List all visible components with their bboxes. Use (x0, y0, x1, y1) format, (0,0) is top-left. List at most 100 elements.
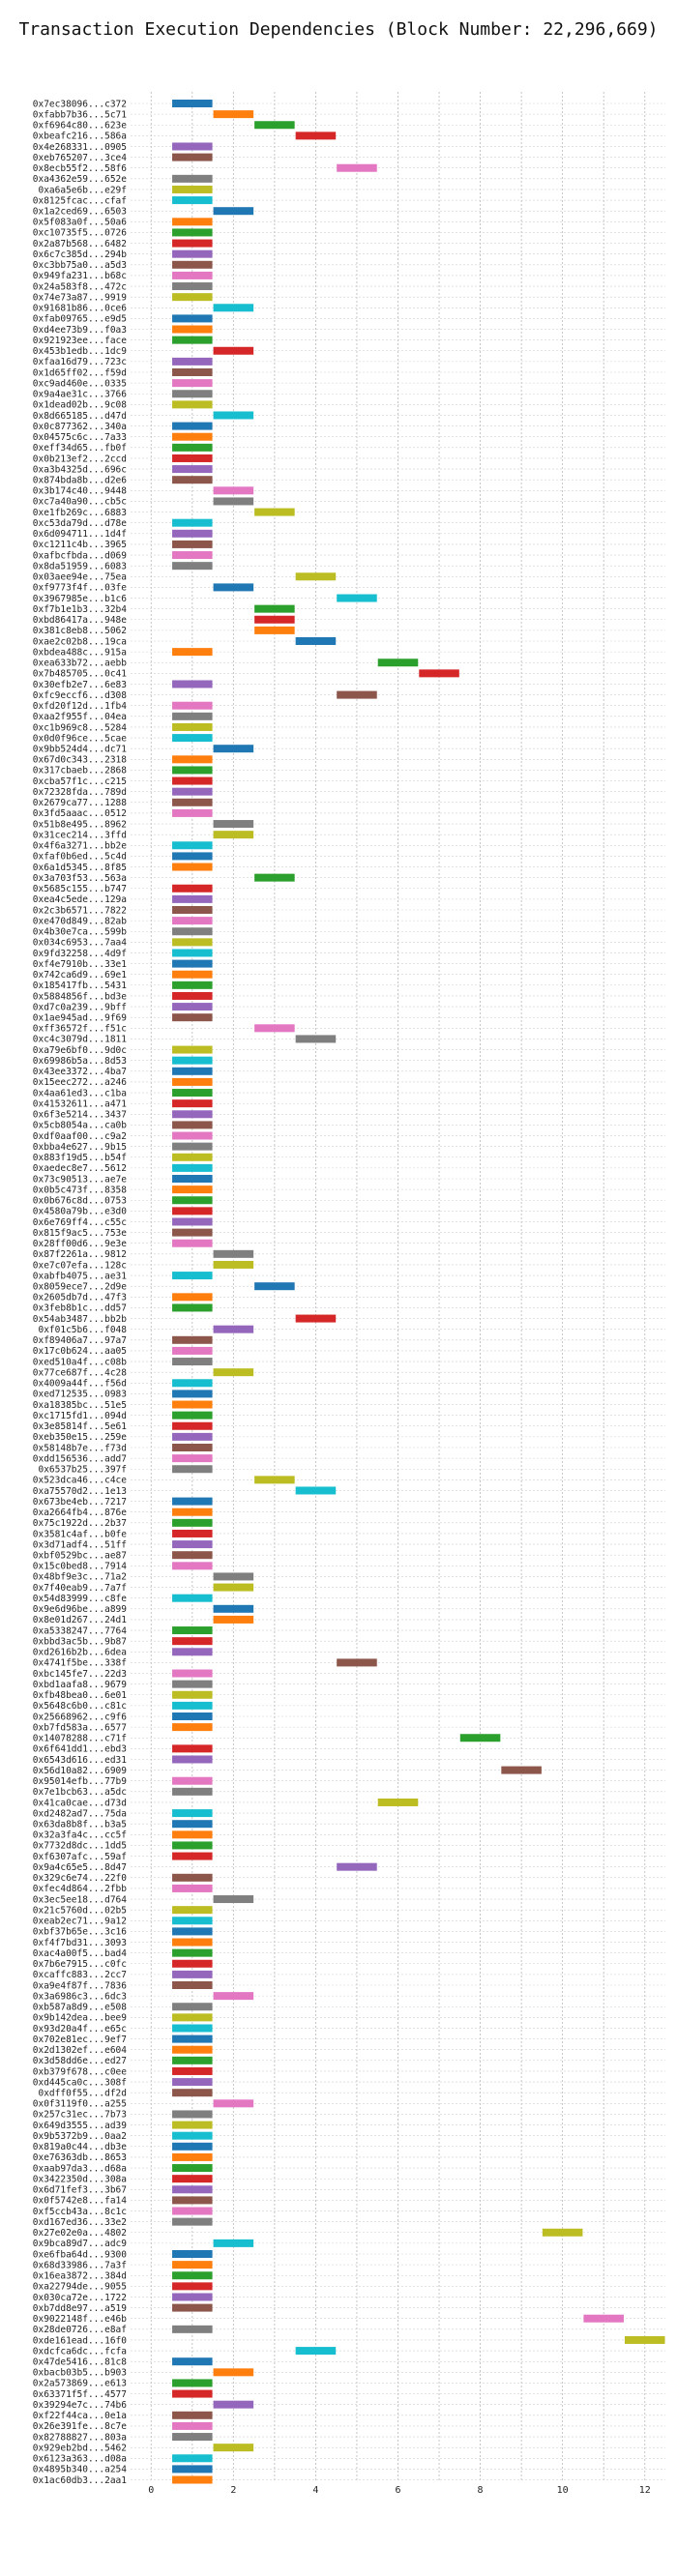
bar (172, 551, 213, 560)
bar (172, 1303, 213, 1312)
bar (172, 1841, 213, 1850)
y-tick-label: 0x39294e7c...74b6 (33, 2400, 128, 2411)
y-tick-label: 0xbacb03b5...b903 (33, 2368, 127, 2379)
y-tick-label: 0x6a1d5345...8f85 (33, 863, 127, 873)
y-tick-label: 0xaab97da3...d68a (33, 2163, 127, 2174)
y-tick-label: 0xa4362e59...652e (33, 174, 128, 185)
y-tick-label: 0x1d65ff02...f59d (33, 367, 127, 378)
y-tick-label: 0xa18385bc...51e5 (33, 1400, 127, 1411)
bar (254, 121, 295, 130)
bar (172, 142, 213, 151)
y-tick-label: 0xfc9eccf6...d308 (33, 690, 128, 701)
y-tick-label: 0xbd1aafa8...9679 (33, 1680, 128, 1690)
bar (172, 1497, 213, 1506)
y-tick-label: 0xfabb7b36...5c71 (33, 109, 128, 120)
y-tick-label: 0xea4c5ede...129a (33, 894, 127, 905)
y-tick-label: 0x0b213ef2...2ccd (33, 454, 127, 464)
y-tick-label: 0xdff0f55...df2d (38, 2089, 127, 2099)
bar (172, 2089, 213, 2097)
bar (172, 2013, 213, 2022)
y-tick-label: 0xeb350e15...259e (33, 1432, 128, 1443)
bar (172, 454, 213, 462)
bar (172, 1121, 213, 1129)
y-tick-label: 0x26e391fe...8c7e (33, 2421, 128, 2432)
y-tick-label: 0xa75570d2...1e13 (33, 1486, 127, 1497)
y-tick-label: 0x67d0c343...2318 (33, 755, 128, 766)
bar (295, 2347, 337, 2356)
y-tick-label: 0x2a87b568...6482 (33, 239, 127, 249)
y-tick-label: 0xde161ead...16f0 (33, 2335, 128, 2346)
y-tick-label: 0xe7c07efa...128c (33, 1260, 127, 1271)
y-tick-label: 0xb587a8d9...e508 (33, 2003, 128, 2013)
y-tick-label: 0xd445ca0c...308f (33, 2077, 127, 2088)
bar (172, 540, 213, 548)
y-tick-label: 0x381c8eb8...5062 (33, 626, 127, 636)
y-tick-label: 0xe6fba64d...9300 (33, 2249, 128, 2260)
y-tick-label: 0x034c6953...7aa4 (33, 938, 128, 949)
y-tick-label: 0x2c3b6571...7822 (33, 905, 127, 916)
y-tick-label: 0x9fd32258...4d9f (33, 949, 127, 959)
bar (172, 239, 213, 248)
y-tick-label: 0xbeafc216...586a (33, 132, 127, 142)
y-tick-label: 0xf6307afc...59af (33, 1852, 127, 1862)
bar (172, 2433, 213, 2442)
y-tick-label: 0x3967985e...b1c6 (33, 594, 128, 604)
bar (542, 2228, 583, 2237)
bar (172, 884, 213, 893)
y-tick-label: 0x673be4eb...7217 (33, 1497, 127, 1508)
y-tick-label: 0x32a3fa4c...cc5f (33, 1830, 127, 1841)
bar (213, 2368, 254, 2377)
y-tick-label: 0x4f6a3271...bb2e (33, 841, 128, 852)
bar (172, 2196, 213, 2205)
bar (213, 2400, 254, 2409)
y-tick-label: 0xa9e4f87f...7836 (33, 1980, 128, 1991)
y-tick-label: 0x48bf9e3c...71a2 (33, 1572, 127, 1583)
bar (172, 906, 213, 914)
bar (172, 1712, 213, 1720)
bar (172, 2034, 213, 2043)
y-tick-label: 0xafbcfbda...d069 (33, 550, 128, 561)
bar (254, 1024, 295, 1033)
y-tick-label: 0x649d3555...ad39 (33, 2121, 128, 2131)
bar (172, 1637, 213, 1646)
bar (295, 1314, 337, 1323)
y-tick-label: 0x2d1302ef...e604 (33, 2045, 128, 2056)
bar (172, 1186, 213, 1194)
y-tick-label: 0x1ae945ad...9f69 (33, 1013, 128, 1024)
bar (172, 1400, 213, 1409)
y-tick-label: 0xc4c3079d...1811 (33, 1035, 128, 1045)
bar (337, 163, 377, 172)
y-tick-label: 0xdd156536...add7 (33, 1453, 127, 1464)
bar (213, 110, 254, 119)
bar (172, 422, 213, 430)
bar (337, 1658, 377, 1667)
bar (295, 1035, 337, 1043)
bar (172, 927, 213, 936)
bar (172, 1432, 213, 1441)
bar (172, 218, 213, 226)
bar (213, 1992, 254, 2001)
y-tick-label: 0x24a583f8...472c (33, 281, 127, 292)
y-tick-label: 0xa5338247...7764 (33, 1625, 128, 1636)
bar (172, 1358, 213, 1366)
bar (172, 1175, 213, 1183)
y-tick-label: 0x3ec5ee18...d764 (33, 1894, 128, 1905)
y-tick-label: 0x7b6e7915...c0fc (33, 1959, 127, 1970)
y-tick-label: 0xf01c5b6...f048 (38, 1325, 127, 1335)
bar (254, 1282, 295, 1291)
y-tick-label: 0xfec4d864...2fbb (33, 1884, 128, 1894)
y-tick-label: 0x0d0f96ce...5cae (33, 733, 128, 744)
bar (213, 745, 254, 753)
y-tick-label: 0xbf37b65e...3c16 (33, 1927, 128, 1938)
y-tick-label: 0x3581c4af...b0fe (33, 1529, 128, 1539)
y-tick-label: 0x5cb8054a...ca0b (33, 1121, 128, 1131)
y-tick-label: 0xd7c0a239...9bff (33, 1002, 127, 1012)
y-tick-label: 0x68d33986...7a3f (33, 2260, 127, 2270)
y-tick-label: 0x3422350d...308a (33, 2174, 127, 2184)
bar (172, 1551, 213, 1560)
y-tick-label: 0xe76363db...8653 (33, 2152, 127, 2163)
bar (172, 1110, 213, 1119)
y-tick-label: 0x93d20a4f...e65c (33, 2024, 127, 2034)
bar (172, 1917, 213, 1925)
